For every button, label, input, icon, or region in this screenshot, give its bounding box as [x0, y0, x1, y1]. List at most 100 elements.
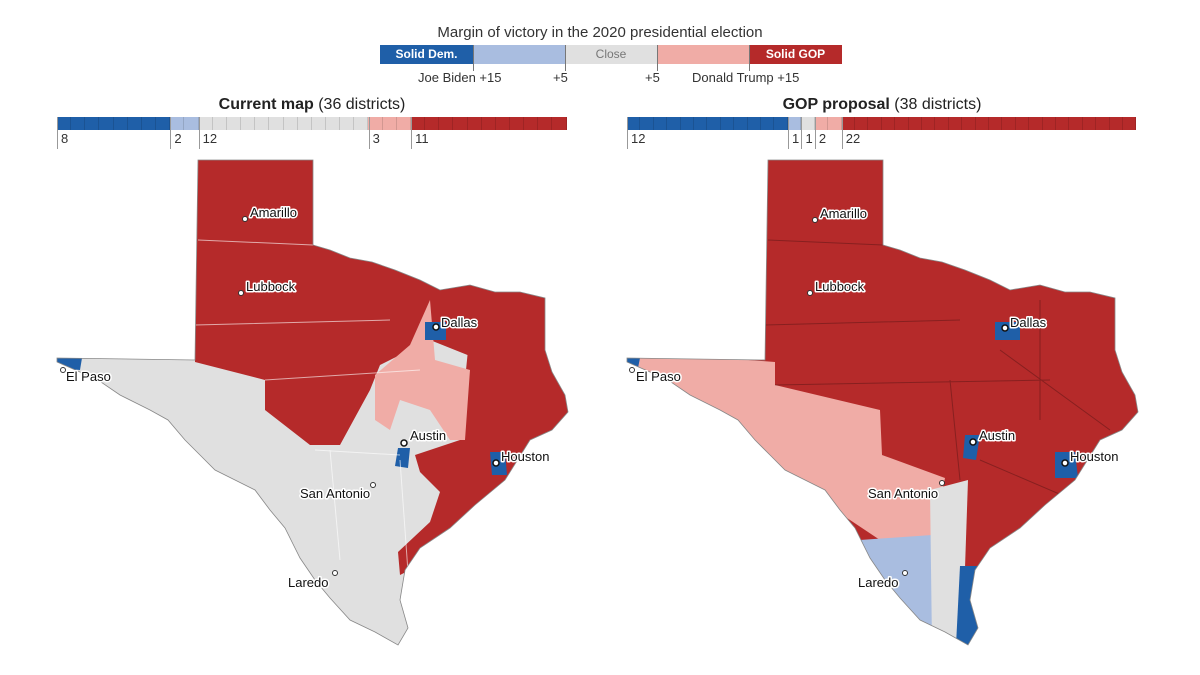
legend-title: Margin of victory in the 2020 presidenti…: [437, 24, 763, 41]
legend-solid-dem: Solid Dem.: [380, 45, 473, 64]
district-cell-solid-gop: [1002, 117, 1016, 130]
svg-text:Amarillo: Amarillo: [250, 205, 297, 220]
district-cell-lean-gop: [814, 117, 829, 130]
district-cell-solid-gop: [467, 117, 482, 130]
district-cell-close: [297, 117, 312, 130]
district-cell-close: [269, 117, 284, 130]
district-cell-close: [340, 117, 355, 130]
district-cell-solid-gop: [854, 117, 869, 130]
district-cell-solid-dem: [85, 117, 100, 130]
district-cell-solid-gop: [538, 117, 553, 130]
district-cell-solid-gop: [1042, 117, 1056, 130]
district-cell-solid-dem: [653, 117, 668, 130]
district-cell-solid-dem: [694, 117, 708, 130]
count-label-lean-gop: 3: [368, 117, 380, 149]
count-label-close: 1: [801, 117, 813, 149]
district-region-lean-gop: [375, 300, 470, 440]
district-cell-solid-gop: [908, 117, 922, 130]
district-cell-close: [283, 117, 298, 130]
district-cell-lean-dem: [787, 117, 802, 130]
district-cell-solid-dem: [113, 117, 128, 130]
district-cell-solid-dem: [707, 117, 721, 130]
district-cell-lean-dem: [170, 117, 185, 130]
district-cell-solid-gop: [988, 117, 1003, 130]
district-cell-solid-gop: [962, 117, 976, 130]
district-cell-solid-gop: [1015, 117, 1030, 130]
district-cell-solid-dem: [747, 117, 762, 130]
district-cell-solid-gop: [935, 117, 949, 130]
district-cell-solid-dem: [71, 117, 86, 130]
svg-text:Dallas: Dallas: [441, 315, 478, 330]
district-cell-close: [354, 117, 369, 130]
district-cell-solid-dem: [627, 117, 641, 130]
svg-text:El Paso: El Paso: [636, 369, 681, 384]
district-cell-solid-gop: [975, 117, 989, 130]
district-cell-solid-gop: [1069, 117, 1083, 130]
district-cell-lean-gop: [396, 117, 411, 130]
district-cell-solid-dem: [774, 117, 788, 130]
legend-lean-dem: [473, 45, 565, 64]
count-label-close: 12: [198, 117, 217, 149]
district-cell-solid-gop: [524, 117, 539, 130]
legend-label-trump-5: +5: [645, 70, 660, 85]
count-label-lean-dem: 1: [788, 117, 799, 149]
legend-close: Close: [565, 45, 657, 64]
district-cell-solid-gop: [510, 117, 525, 130]
gop-proposal-district-bar: [627, 117, 1137, 130]
count-label-solid-gop: 11: [411, 117, 429, 149]
legend-label-biden-15: Joe Biden +15: [418, 70, 502, 85]
district-cell-solid-gop: [439, 117, 454, 130]
district-cell-solid-gop: [868, 117, 882, 130]
current-map: [57, 160, 568, 645]
district-cell-close: [325, 117, 341, 130]
count-label-lean-dem: 2: [170, 117, 182, 149]
district-cell-close: [241, 117, 256, 130]
district-cell-solid-dem: [667, 117, 681, 130]
svg-text:San Antonio: San Antonio: [868, 486, 938, 501]
district-cell-solid-dem: [127, 117, 142, 130]
district-cell-solid-dem: [141, 117, 157, 130]
city-labels-current: Amarillo Lubbock Dallas El Paso Austin H…: [60, 204, 551, 592]
district-cell-solid-gop: [425, 117, 440, 130]
district-cell-lean-gop: [368, 117, 383, 130]
district-cell-solid-gop: [1082, 117, 1097, 130]
district-cell-lean-dem: [184, 117, 199, 130]
district-cell-solid-gop: [921, 117, 936, 130]
district-cell-solid-gop: [881, 117, 896, 130]
count-label-solid-dem: 8: [57, 117, 68, 149]
district-cell-solid-dem: [734, 117, 748, 130]
district-region-solid-dem: [425, 322, 446, 340]
count-label-lean-gop: 2: [814, 117, 826, 149]
count-label-solid-dem: 12: [627, 117, 645, 149]
svg-text:Dallas: Dallas: [1010, 315, 1047, 330]
district-cell-solid-gop: [410, 117, 426, 130]
district-cell-solid-dem: [640, 117, 654, 130]
district-cell-close: [311, 117, 326, 130]
district-region-solid-gop: [398, 330, 568, 575]
district-region-solid-dem: [955, 566, 1000, 645]
district-cell-solid-gop: [1029, 117, 1043, 130]
district-cell-lean-gop: [382, 117, 397, 130]
district-region-lean-gop: [627, 350, 945, 540]
legend-label-trump-15: Donald Trump +15: [692, 70, 800, 85]
svg-text:Houston: Houston: [501, 449, 549, 464]
svg-text:Austin: Austin: [410, 428, 446, 443]
district-cell-solid-gop: [1109, 117, 1124, 130]
district-cell-solid-dem: [57, 117, 72, 130]
district-cell-solid-dem: [720, 117, 735, 130]
district-cell-solid-gop: [895, 117, 909, 130]
district-cell-solid-gop: [495, 117, 510, 130]
legend-lean-gop: [657, 45, 749, 64]
district-cell-close: [801, 117, 815, 130]
district-region-lean-dem: [850, 535, 935, 645]
district-cell-solid-dem: [761, 117, 775, 130]
district-cell-solid-gop: [481, 117, 496, 130]
district-cell-solid-gop: [552, 117, 567, 130]
district-cell-solid-gop: [1123, 117, 1137, 130]
svg-text:Laredo: Laredo: [288, 575, 328, 590]
district-cell-solid-gop: [841, 117, 855, 130]
svg-text:Lubbock: Lubbock: [246, 279, 296, 294]
district-cell-solid-gop: [453, 117, 468, 130]
district-region-solid-dem: [395, 448, 410, 468]
